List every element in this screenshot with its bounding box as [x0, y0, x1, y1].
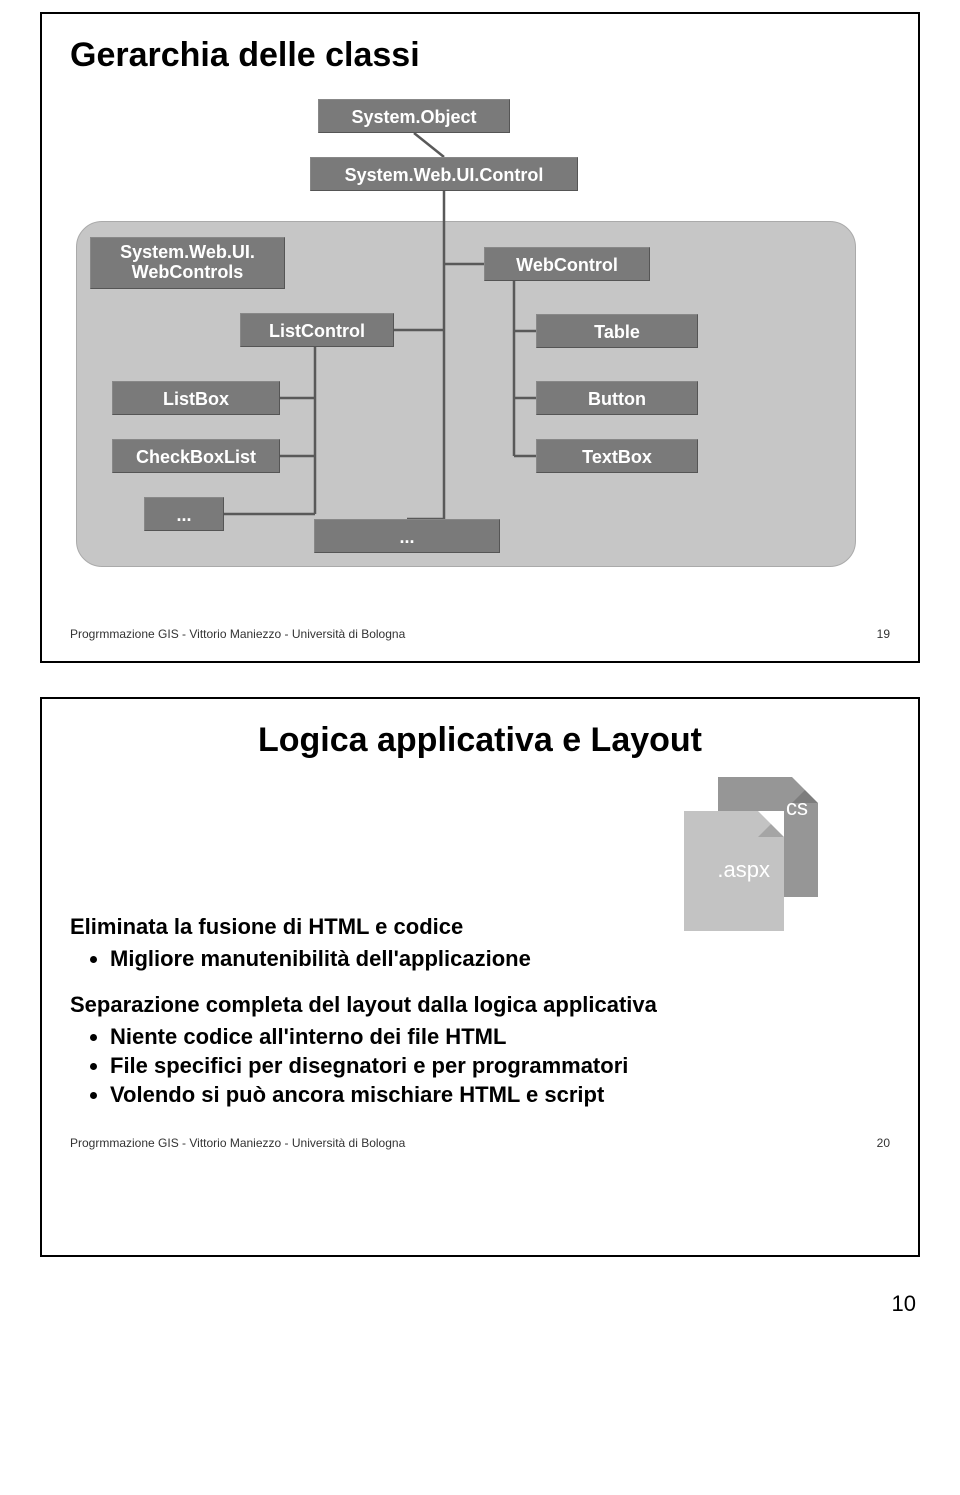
- node-dots_left: ...: [144, 497, 224, 531]
- slide-hierarchy: Gerarchia delle classi System.ObjectSyst…: [40, 12, 920, 663]
- class-hierarchy-diagram: System.Object System.Web.UI.Control System…: [70, 89, 870, 599]
- block1-heading: Eliminata la fusione di HTML e codice: [70, 914, 710, 940]
- node-root: System.Object: [318, 99, 510, 133]
- file-aspx-ext: .aspx: [717, 857, 770, 883]
- node-webcontrol: WebControl: [484, 247, 650, 281]
- slide1-title: Gerarchia delle classi: [70, 36, 890, 75]
- slide1-number: 19: [877, 627, 890, 641]
- node-checkboxlist: CheckBoxList: [112, 439, 280, 473]
- slide-layout: Logica applicativa e Layout .cs .aspx El…: [40, 697, 920, 1257]
- node-dots_mid: ...: [314, 519, 500, 553]
- node-control: System.Web.UI.Control: [310, 157, 578, 191]
- bullet-item: Niente codice all'interno dei file HTML: [110, 1024, 890, 1050]
- block1-list: Migliore manutenibilità dell'applicazion…: [70, 946, 890, 972]
- file-stack: .cs .aspx: [718, 777, 858, 917]
- node-listcontrol: ListControl: [240, 313, 394, 347]
- footer-text: Progrmmazione GIS - Vittorio Maniezzo - …: [70, 627, 405, 641]
- slide2-title: Logica applicativa e Layout: [70, 721, 890, 760]
- footer-text: Progrmmazione GIS - Vittorio Maniezzo - …: [70, 1136, 405, 1150]
- block2-list: Niente codice all'interno dei file HTML F…: [70, 1024, 890, 1108]
- page-number: 10: [0, 1291, 960, 1323]
- slide2-number: 20: [877, 1136, 890, 1150]
- node-textbox: TextBox: [536, 439, 698, 473]
- bullet-item: Volendo si può ancora mischiare HTML e s…: [110, 1082, 890, 1108]
- node-button: Button: [536, 381, 698, 415]
- bullet-item: Migliore manutenibilità dell'applicazion…: [110, 946, 890, 972]
- block2-heading: Separazione completa del layout dalla lo…: [70, 992, 710, 1018]
- node-table: Table: [536, 314, 698, 348]
- node-listbox: ListBox: [112, 381, 280, 415]
- bullet-item: File specifici per disegnatori e per pro…: [110, 1053, 890, 1079]
- file-aspx: .aspx: [684, 811, 784, 931]
- node-webcontrols: System.Web.UI. WebControls: [90, 237, 285, 289]
